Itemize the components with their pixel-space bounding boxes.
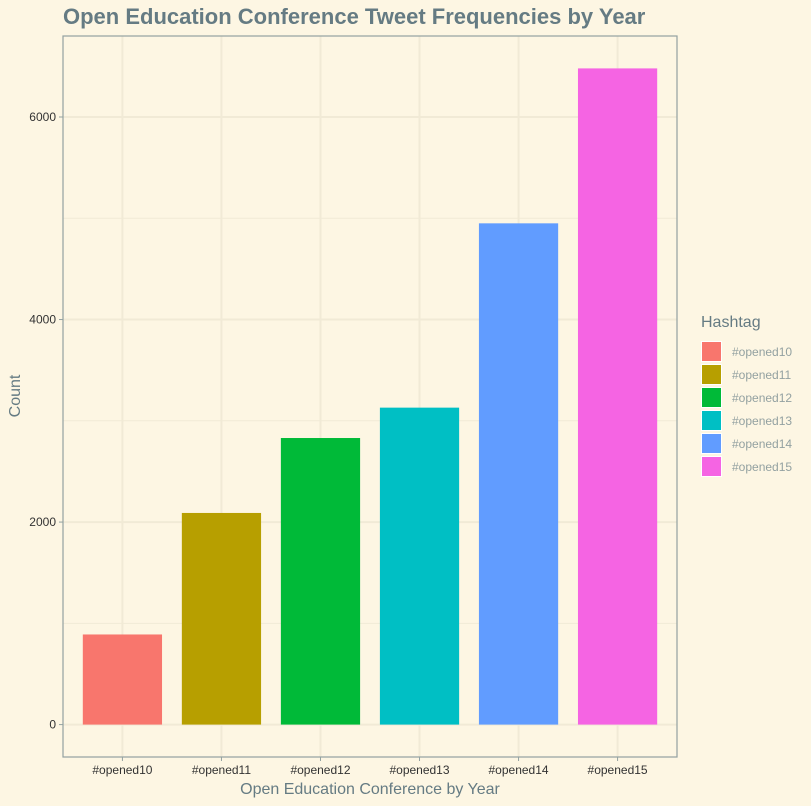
legend: Hashtag #opened10 #opened11 #opened12 #open… xyxy=(701,314,792,478)
legend-key xyxy=(701,410,722,431)
legend-item: #opened14 xyxy=(701,432,792,455)
bars xyxy=(82,68,658,725)
legend-label: #opened10 xyxy=(732,344,793,359)
axes: 0 2000 4000 6000 #opened10 #opened11 #opened12… xyxy=(29,110,648,777)
legend-label: #opened12 xyxy=(732,390,793,405)
bar-opened15 xyxy=(577,68,658,725)
bar-opened13 xyxy=(379,407,460,725)
legend-items: #opened10 #opened11 #opened12 #opened13 #ope… xyxy=(701,340,792,478)
x-tick-label: #opened11 xyxy=(192,763,252,777)
bar-opened10 xyxy=(82,634,163,725)
legend-label: #opened11 xyxy=(732,367,792,382)
y-tick-label: 6000 xyxy=(29,110,56,124)
legend-label: #opened13 xyxy=(732,413,793,428)
y-tick-label: 0 xyxy=(49,718,56,732)
chart-title: Open Education Conference Tweet Frequenc… xyxy=(63,4,646,29)
legend-key xyxy=(701,456,722,477)
bar-opened14 xyxy=(478,223,559,725)
legend-item: #opened13 xyxy=(701,409,792,432)
legend-item: #opened12 xyxy=(701,386,792,409)
x-tick-label: #opened12 xyxy=(290,763,350,777)
legend-key xyxy=(701,341,722,362)
x-tick-label: #opened14 xyxy=(489,763,549,777)
legend-label: #opened14 xyxy=(732,436,793,451)
bar-opened11 xyxy=(181,512,262,725)
legend-title: Hashtag xyxy=(701,314,761,331)
legend-key xyxy=(701,387,722,408)
x-axis-title: Open Education Conference by Year xyxy=(240,781,500,798)
x-tick-label: #opened13 xyxy=(389,763,449,777)
y-tick-label: 4000 xyxy=(29,313,56,327)
legend-item: #opened11 xyxy=(701,363,792,386)
x-tick-label: #opened10 xyxy=(92,763,152,777)
legend-item: #opened10 xyxy=(701,340,792,363)
x-tick-label: #opened15 xyxy=(588,763,648,777)
legend-key xyxy=(701,364,722,385)
legend-item: #opened15 xyxy=(701,455,792,478)
y-axis-title: Count xyxy=(7,374,24,417)
legend-key xyxy=(701,433,722,454)
bar-opened12 xyxy=(280,438,361,725)
plot-panel-border xyxy=(62,35,678,758)
y-tick-label: 2000 xyxy=(29,515,56,529)
legend-label: #opened15 xyxy=(732,459,793,474)
